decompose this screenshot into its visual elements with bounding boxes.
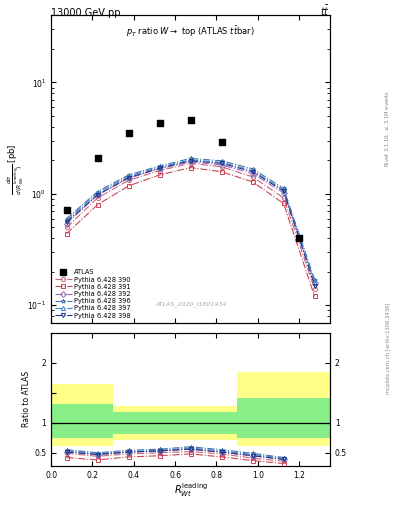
Y-axis label: Ratio to ATLAS: Ratio to ATLAS	[22, 371, 31, 428]
Point	[219, 138, 225, 146]
Y-axis label: $\frac{d\sigma}{d\,(R_{Wt}^{\rm leading})}$ [pb]: $\frac{d\sigma}{d\,(R_{Wt}^{\rm leading}…	[6, 143, 26, 195]
Text: mcplots.cern.ch [arXiv:1306.3436]: mcplots.cern.ch [arXiv:1306.3436]	[386, 303, 391, 394]
Legend: ATLAS, Pythia 6.428 390, Pythia 6.428 391, Pythia 6.428 392, Pythia 6.428 396, P: ATLAS, Pythia 6.428 390, Pythia 6.428 39…	[52, 267, 134, 321]
Text: $p_T$ ratio $W \rightarrow$ top (ATLAS $t\bar{t}$bar): $p_T$ ratio $W \rightarrow$ top (ATLAS $…	[126, 25, 255, 39]
Point	[63, 206, 70, 214]
Text: ATLAS_2020_I1801434: ATLAS_2020_I1801434	[155, 302, 226, 307]
X-axis label: $R_{Wt}^{\rm leading}$: $R_{Wt}^{\rm leading}$	[174, 481, 208, 499]
Text: Rivet 3.1.10; $\geq$ 3.1M events: Rivet 3.1.10; $\geq$ 3.1M events	[384, 89, 391, 167]
Point	[296, 234, 302, 242]
Point	[94, 154, 101, 162]
Text: $t\bar{t}$: $t\bar{t}$	[320, 4, 330, 18]
Text: 13000 GeV pp: 13000 GeV pp	[51, 8, 121, 18]
Point	[125, 129, 132, 137]
Point	[156, 119, 163, 127]
Point	[187, 116, 194, 124]
